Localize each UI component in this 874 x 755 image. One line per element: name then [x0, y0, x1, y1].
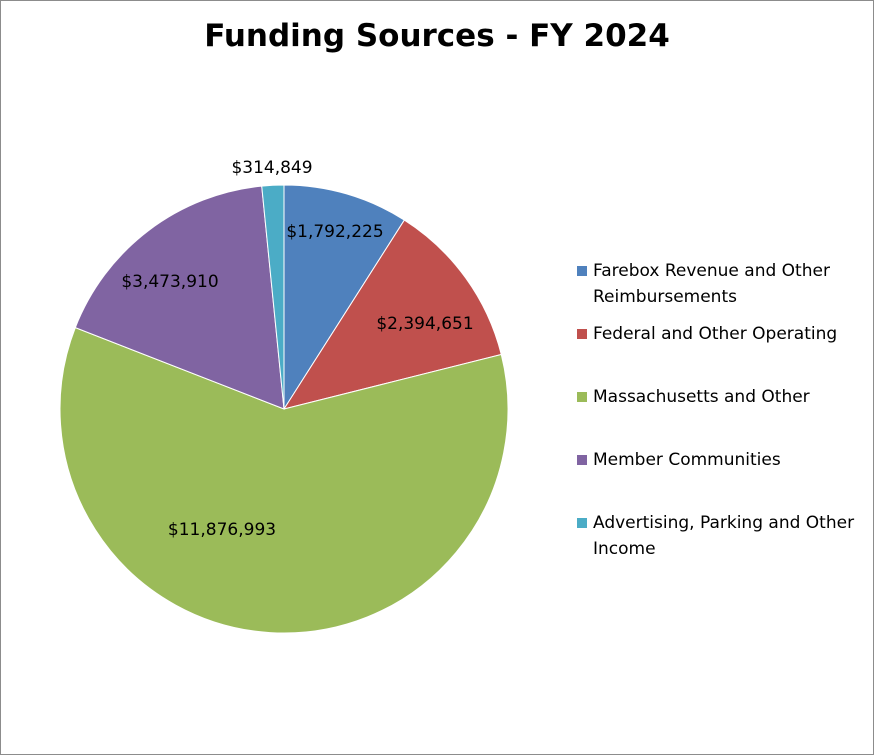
chart-title: Funding Sources - FY 2024: [204, 18, 670, 54]
slice-data-label: $3,473,910: [121, 272, 218, 292]
legend-label: Member Communities: [593, 450, 781, 470]
legend-swatch: [577, 329, 587, 339]
pie-slice: [74, 185, 285, 410]
pie-slice: [261, 184, 285, 410]
legend-swatch: [577, 392, 587, 402]
legend-label: Federal and Other Operating: [593, 324, 838, 344]
pie-slice: [59, 327, 509, 634]
slice-data-label: $314,849: [231, 158, 312, 178]
slice-data-label: $1,792,225: [286, 222, 383, 242]
legend-label: Advertising, Parking and Other Income: [593, 513, 855, 559]
slice-data-label: $11,876,993: [168, 520, 276, 540]
pie-data-labels: $1,792,225 $2,394,651 $11,876,993 $3,473,91…: [121, 158, 473, 540]
legend-swatch: [577, 518, 587, 528]
pie-slices: [59, 184, 509, 634]
legend-swatch: [577, 455, 587, 465]
pie-slice: [282, 219, 502, 410]
pie-slice: [283, 184, 406, 411]
legend-swatch: [577, 266, 587, 276]
legend-label: Massachusetts and Other: [593, 387, 810, 407]
legend-label: Farebox Revenue and Other Reimbursements: [593, 261, 830, 307]
slice-data-label: $2,394,651: [376, 314, 473, 334]
